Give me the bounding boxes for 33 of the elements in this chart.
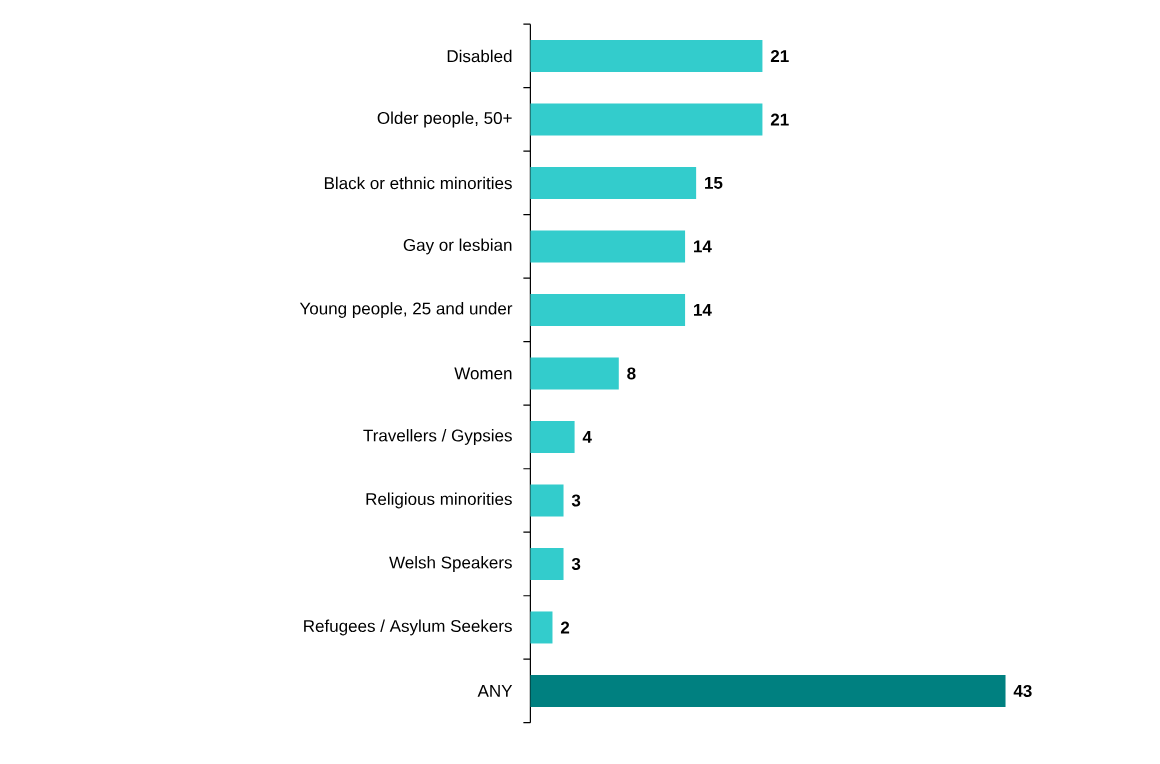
- data-label: 14: [694, 240, 712, 253]
- bar: [530, 547, 564, 580]
- data-label: 3: [571, 557, 581, 570]
- bar: [530, 357, 619, 390]
- y-tick-label: Black or ethnic minorities: [324, 176, 512, 190]
- y-tick-label: Refugees / Asylum Seekers: [304, 619, 512, 636]
- bar: [530, 674, 1006, 707]
- y-tick-label: Gay or lesbian: [403, 238, 512, 255]
- data-label: 14: [694, 304, 712, 316]
- y-tick-label: ANY: [477, 685, 513, 697]
- data-label: 2: [560, 621, 570, 634]
- data-label: 3: [571, 494, 581, 507]
- data-label: 21: [770, 113, 789, 126]
- y-tick-label: Disabled: [447, 49, 512, 63]
- bar: [530, 39, 763, 72]
- data-label: 4: [582, 431, 592, 443]
- y-tick-label: Travellers / Gypsies: [363, 429, 512, 445]
- y-tick-label: Women: [454, 367, 512, 380]
- y-tick-label: Religious minorities: [366, 492, 512, 509]
- y-tick-label: Welsh Speakers: [389, 556, 512, 572]
- bar: [530, 166, 697, 199]
- data-label: 21: [770, 50, 789, 62]
- y-tick-label: Older people, 50+: [377, 111, 512, 128]
- bar: [530, 103, 763, 136]
- bar: [530, 420, 575, 453]
- y-tick-label: Young people, 25 and under: [299, 302, 513, 318]
- bar: [530, 230, 686, 263]
- bar: [530, 611, 553, 644]
- data-label: 43: [1013, 684, 1032, 697]
- data-label: 8: [627, 367, 636, 380]
- bar: [530, 484, 564, 517]
- data-label: 15: [705, 177, 723, 189]
- bar: [530, 293, 686, 326]
